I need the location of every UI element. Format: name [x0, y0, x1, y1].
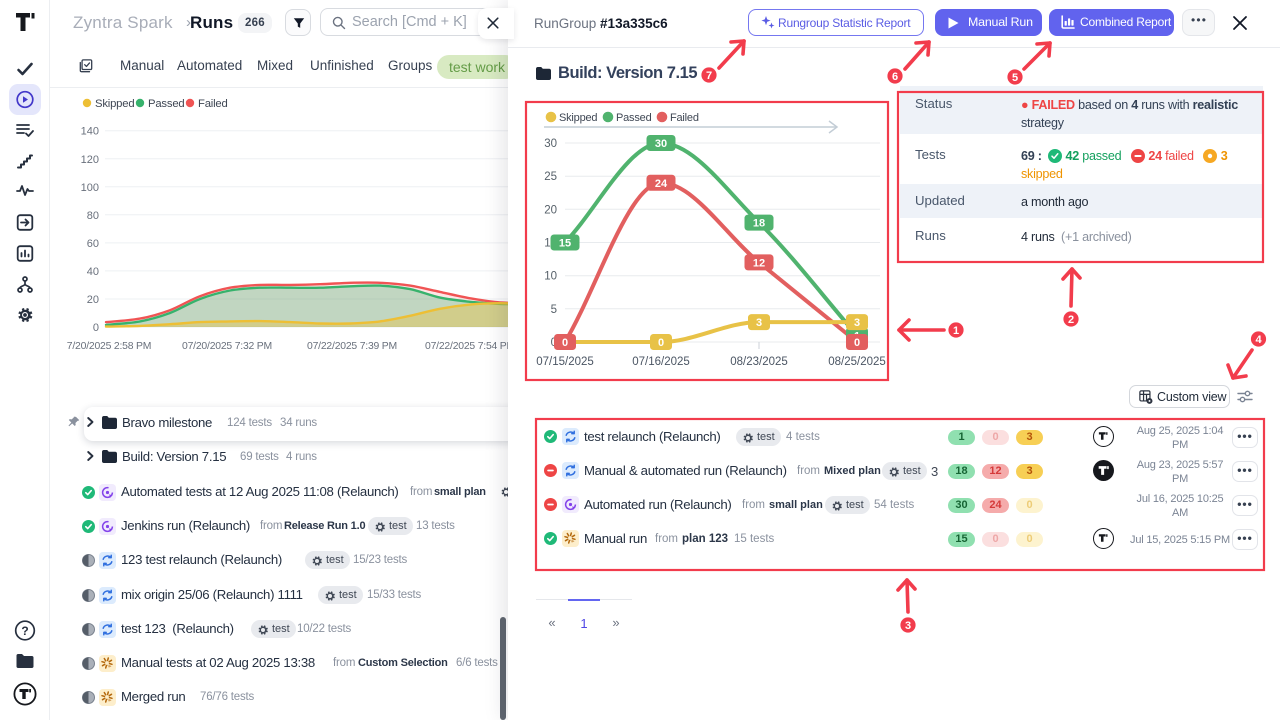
svg-text:Skipped: Skipped — [95, 98, 134, 110]
svg-text:0: 0 — [93, 322, 99, 334]
svg-text:Passed: Passed — [616, 112, 652, 124]
svg-text:80: 80 — [87, 210, 99, 222]
svg-text:60: 60 — [87, 238, 99, 250]
svg-text:3: 3 — [756, 317, 762, 329]
svg-text:0: 0 — [854, 337, 860, 349]
svg-text:30: 30 — [544, 138, 557, 150]
svg-text:3: 3 — [854, 317, 860, 329]
svg-text:15: 15 — [559, 238, 571, 250]
svg-text:Failed: Failed — [670, 112, 699, 124]
svg-text:07/15/2025: 07/15/2025 — [536, 356, 594, 368]
svg-text:20: 20 — [544, 204, 557, 216]
svg-text:07/20/2025 7:32 PM: 07/20/2025 7:32 PM — [182, 341, 272, 352]
svg-text:Failed: Failed — [198, 98, 228, 110]
svg-text:7/20/2025 2:58 PM: 7/20/2025 2:58 PM — [67, 341, 151, 352]
svg-text:30: 30 — [655, 138, 667, 150]
svg-text:07/22/2025 7:54 PM: 07/22/2025 7:54 PM — [425, 341, 508, 352]
svg-text:18: 18 — [753, 218, 765, 230]
svg-text:25: 25 — [544, 171, 557, 183]
svg-text:40: 40 — [87, 266, 99, 278]
svg-text:10: 10 — [544, 271, 557, 283]
svg-text:0: 0 — [562, 337, 568, 349]
svg-text:20: 20 — [87, 294, 99, 306]
svg-text:07/16/2025: 07/16/2025 — [632, 356, 690, 368]
svg-text:Passed: Passed — [148, 98, 184, 110]
svg-text:100: 100 — [81, 182, 99, 194]
svg-text:12: 12 — [753, 257, 765, 269]
svg-text:08/23/2025: 08/23/2025 — [730, 356, 788, 368]
svg-text:140: 140 — [81, 126, 99, 138]
svg-text:0: 0 — [658, 337, 664, 349]
svg-text:5: 5 — [551, 304, 557, 316]
svg-text:?: ? — [21, 624, 28, 638]
svg-text:08/25/2025: 08/25/2025 — [828, 356, 886, 368]
svg-text:24: 24 — [655, 178, 668, 190]
svg-text:07/22/2025 7:39 PM: 07/22/2025 7:39 PM — [307, 341, 397, 352]
svg-text:Skipped: Skipped — [559, 112, 597, 124]
svg-text:120: 120 — [81, 154, 99, 166]
